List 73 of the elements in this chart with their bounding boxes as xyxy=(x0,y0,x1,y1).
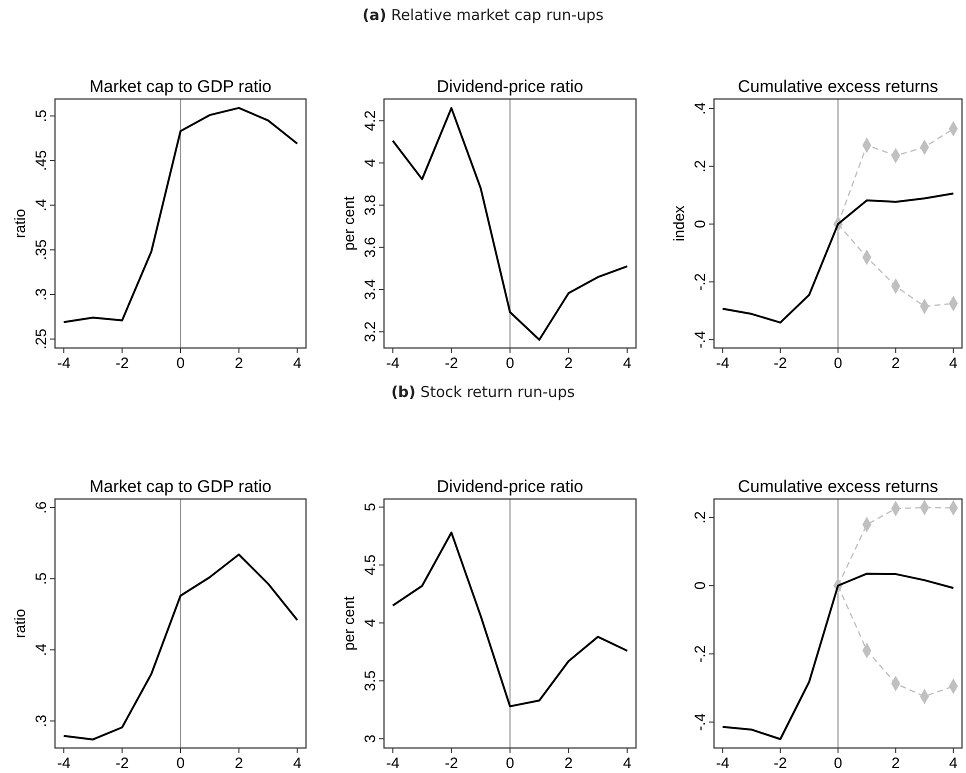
y-tick-label: 3.2 xyxy=(362,321,379,342)
x-tick-label: 0 xyxy=(834,355,842,372)
y-tick-label: .4 xyxy=(33,198,50,212)
x-tick-label: -2 xyxy=(444,355,458,372)
x-tick-label: 4 xyxy=(949,755,958,772)
x-tick-label: 4 xyxy=(623,755,632,772)
x-tick-label: -4 xyxy=(386,355,400,372)
y-tick-label: 3.4 xyxy=(362,279,379,300)
y-tick-label: 3.5 xyxy=(362,670,379,692)
chart-title: Dividend-price ratio xyxy=(436,477,584,496)
x-tick-label: 2 xyxy=(564,755,573,772)
x-tick-label: 0 xyxy=(506,755,514,772)
x-tick-label: -2 xyxy=(774,755,787,772)
y-tick-label: 3.8 xyxy=(362,194,379,216)
x-tick-label: 0 xyxy=(506,355,514,372)
chart-title: Cumulative excess returns xyxy=(738,77,938,96)
x-tick-label: 0 xyxy=(176,355,185,372)
y-tick-label: .2 xyxy=(692,511,709,524)
x-tick-label: 2 xyxy=(564,355,573,372)
y-tick-label: .25 xyxy=(33,328,50,350)
text: (b) Stock return run-ups xyxy=(391,383,575,401)
x-tick-label: -2 xyxy=(115,755,129,772)
y-tick-label: -.2 xyxy=(692,645,709,663)
y-tick-label: .45 xyxy=(33,150,50,172)
x-tick-label: -2 xyxy=(444,755,458,772)
y-tick-label: 0 xyxy=(692,581,709,590)
x-tick-label: 2 xyxy=(892,355,900,372)
chart-title: Cumulative excess returns xyxy=(738,477,938,496)
y-tick-label: .5 xyxy=(33,110,50,122)
y-tick-label: 3 xyxy=(362,734,379,743)
y-tick-label: .3 xyxy=(33,288,50,301)
y-tick-label: -.2 xyxy=(692,273,709,291)
x-tick-label: 4 xyxy=(293,355,302,372)
x-tick-label: 0 xyxy=(834,755,842,772)
chart-title: Dividend-price ratio xyxy=(436,77,584,96)
chart-title: Market cap to GDP ratio xyxy=(89,77,272,96)
x-tick-label: 4 xyxy=(623,355,632,372)
y-tick-label: .35 xyxy=(33,239,50,260)
y-tick-label: 4 xyxy=(362,618,379,628)
x-tick-label: -4 xyxy=(716,355,730,372)
y-axis-title: ratio xyxy=(12,608,29,638)
x-tick-label: 2 xyxy=(892,755,900,772)
x-tick-label: 2 xyxy=(234,355,244,372)
y-axis-title: index xyxy=(671,205,688,242)
y-tick-label: 4.2 xyxy=(362,110,379,132)
y-tick-label: 4.5 xyxy=(362,554,379,576)
y-tick-label: 5 xyxy=(362,502,379,512)
y-axis-title: ratio xyxy=(12,208,29,238)
x-tick-label: 4 xyxy=(949,355,958,372)
x-tick-label: -2 xyxy=(115,355,129,372)
text: (a) Relative market cap run-ups xyxy=(362,6,604,24)
y-tick-label: .6 xyxy=(33,501,50,514)
x-tick-label: -4 xyxy=(57,355,70,372)
y-tick-label: .5 xyxy=(33,572,50,585)
y-tick-label: -.4 xyxy=(692,713,709,731)
y-tick-label: .2 xyxy=(692,160,709,173)
y-tick-label: -.4 xyxy=(692,330,709,348)
y-tick-label: .3 xyxy=(33,714,50,728)
x-tick-label: 0 xyxy=(176,755,185,772)
x-tick-label: -2 xyxy=(774,355,787,372)
x-tick-label: -4 xyxy=(716,755,730,772)
y-tick-label: .4 xyxy=(692,102,709,115)
x-tick-label: -4 xyxy=(57,755,70,772)
y-tick-label: 0 xyxy=(692,220,709,228)
chart-title: Market cap to GDP ratio xyxy=(89,477,272,496)
x-tick-label: 4 xyxy=(293,755,302,772)
y-axis-title: per cent xyxy=(341,196,358,251)
y-tick-label: .4 xyxy=(33,644,50,656)
y-axis-title: per cent xyxy=(341,596,358,651)
x-tick-label: -4 xyxy=(386,755,400,772)
x-tick-label: 2 xyxy=(234,755,244,772)
y-tick-label: 4 xyxy=(362,158,379,168)
y-tick-label: 3.6 xyxy=(362,236,379,258)
